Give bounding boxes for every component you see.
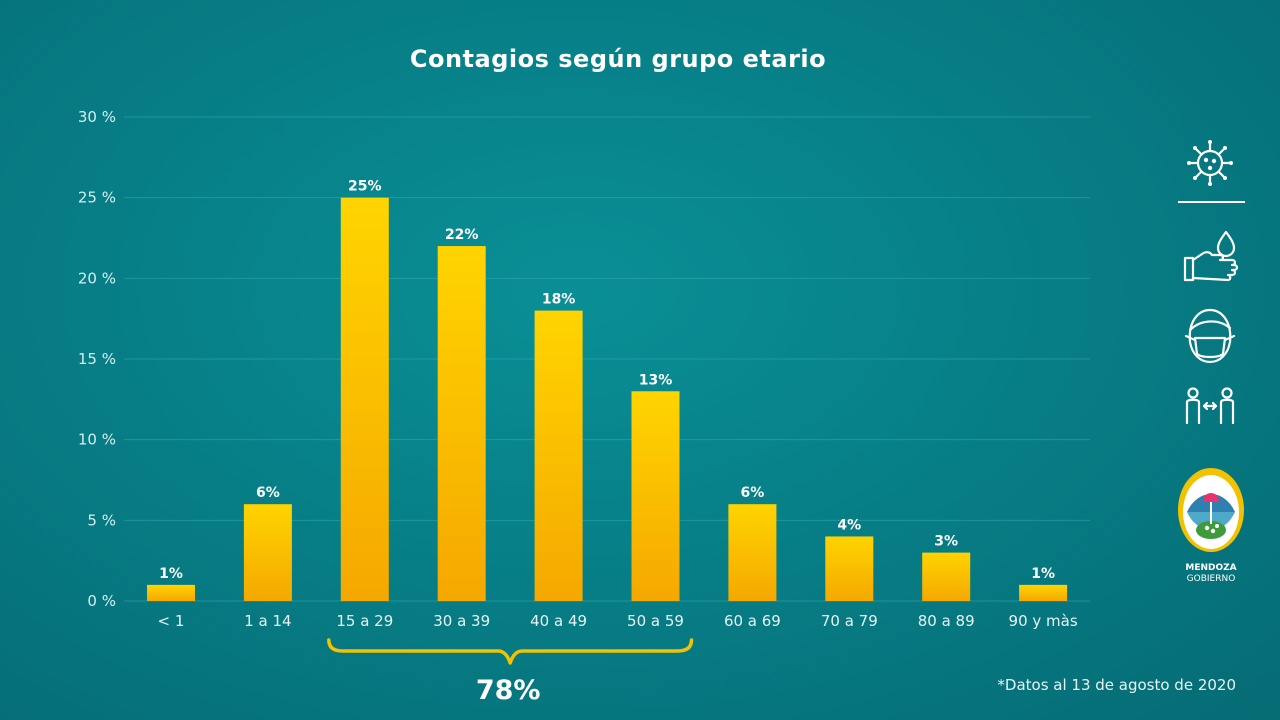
x-tick-label: 50 a 59 [627,612,684,630]
x-tick-label: 70 a 79 [821,612,878,630]
data-label: 1% [1031,566,1055,582]
bar [825,536,874,601]
data-label: 25% [348,179,382,195]
data-labels: 1% 6% 25% 22% 18% 13% 6% 4% 3% 1% [159,179,1055,582]
footnote: *Datos al 13 de agosto de 2020 [997,676,1236,694]
data-label: 22% [445,227,479,243]
x-axis: < 1 1 a 14 15 a 29 30 a 39 40 a 49 50 a 59 60 … [158,612,1078,630]
bar [243,504,292,601]
x-tick-label: 60 a 69 [724,612,781,630]
data-label: 4% [837,517,861,533]
x-tick-label: 15 a 29 [336,612,393,630]
bar [631,391,680,601]
logo-line1: MENDOZA [1185,563,1236,573]
y-tick-label: 5 % [87,511,116,529]
x-tick-label: 30 a 39 [433,612,490,630]
social-distance-icon [1185,387,1235,425]
logo-line2: GOBIERNO [1187,574,1236,584]
hand-wash-icon [1183,230,1239,282]
x-tick-label: 1 a 14 [244,612,291,630]
data-label: 6% [741,485,765,501]
bar [534,310,583,601]
virus-icon [1187,140,1233,186]
y-tick-label: 15 % [78,350,116,368]
face-mask-icon [1184,308,1236,364]
mendoza-logo: MENDOZA GOBIERNO [1178,468,1244,584]
y-tick-label: 30 % [78,108,116,126]
y-tick-label: 10 % [78,431,116,449]
x-tick-label: 80 a 89 [918,612,975,630]
x-tick-label: 40 a 49 [530,612,587,630]
bar [147,584,195,601]
data-label: 18% [542,292,576,308]
bracket-brace [327,638,694,665]
data-label: 6% [256,485,280,501]
data-label: 3% [934,534,958,550]
bar [437,246,486,602]
chart-title: Contagios según grupo etario [410,45,826,73]
x-tick-label: < 1 [158,612,185,630]
data-label: 1% [159,566,183,582]
bar [340,197,389,601]
bar [728,504,777,601]
bar [922,552,971,601]
bars [147,197,1068,602]
x-tick-label: 90 y màs [1009,612,1078,630]
y-tick-label: 20 % [78,269,116,287]
y-axis: 0 % 5 % 10 % 15 % 20 % 25 % 30 % [78,108,116,610]
data-label: 13% [639,372,673,388]
bar [1019,584,1068,601]
y-tick-label: 25 % [78,189,116,207]
bracket-total-label: 78% [476,675,541,706]
y-tick-label: 0 % [87,592,116,610]
